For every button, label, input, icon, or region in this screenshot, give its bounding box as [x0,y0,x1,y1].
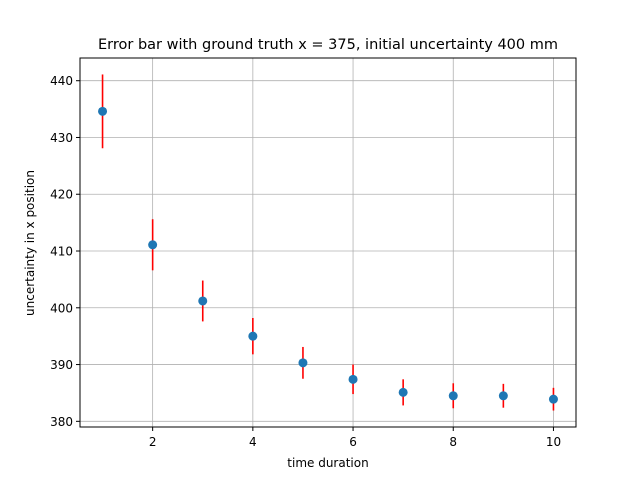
grid [80,58,576,427]
x-tick-label: 6 [349,435,357,449]
data-point [298,358,308,368]
data-point [98,106,108,116]
data-point [548,394,558,404]
x-tick-label: 8 [449,435,457,449]
plot-frame [79,57,577,428]
y-tick-label: 400 [50,301,73,315]
data-series [98,74,558,411]
x-tick-label: 4 [249,435,257,449]
y-tick-label: 440 [50,74,73,88]
data-point [348,374,358,384]
y-tick-label: 430 [50,131,73,145]
x-axis-label: time duration [287,456,368,470]
data-point [448,391,458,401]
data-point [198,296,208,306]
x-tick-label: 10 [546,435,561,449]
axis-ticks: 2 4 6 8 10 380 390 400 410 420 430 440 [50,74,561,449]
chart-title: Error bar with ground truth x = 375, ini… [98,37,558,53]
y-tick-label: 390 [50,358,73,372]
y-tick-label: 410 [50,245,73,259]
data-point [498,391,508,401]
data-point [148,240,158,250]
data-point [248,331,258,341]
x-tick-label: 2 [149,435,157,449]
data-point [398,387,408,397]
y-tick-label: 420 [50,188,73,202]
y-axis-label: uncertainty in x position [23,170,37,316]
y-tick-label: 380 [50,415,73,429]
